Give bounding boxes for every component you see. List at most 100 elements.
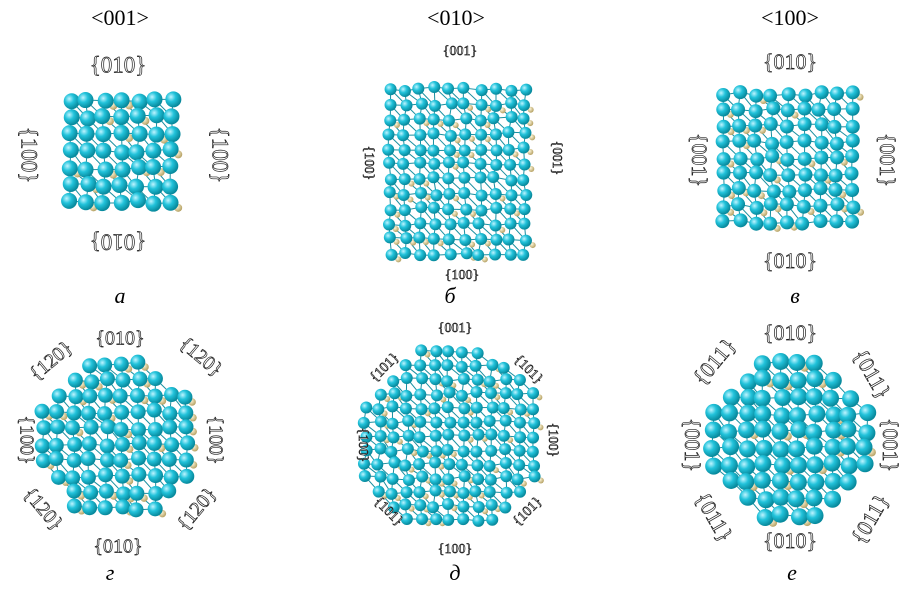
atom <box>161 483 176 498</box>
atom <box>179 469 194 484</box>
atom <box>131 159 147 175</box>
atom <box>98 500 113 515</box>
atom <box>114 195 130 211</box>
atom <box>506 111 518 123</box>
atom <box>749 217 763 231</box>
atom <box>382 129 394 141</box>
atom <box>382 144 394 156</box>
atom <box>375 430 387 442</box>
atom <box>498 362 510 374</box>
atom <box>815 136 829 150</box>
facet-label: {001} <box>878 418 903 472</box>
atom <box>132 126 148 142</box>
atom <box>780 197 794 211</box>
atom <box>771 423 788 440</box>
atom <box>456 459 468 471</box>
atom <box>857 455 874 472</box>
atom <box>806 388 823 405</box>
atom <box>442 444 454 456</box>
atom <box>757 491 774 508</box>
atom <box>484 415 496 427</box>
facet-label: {100} <box>445 268 479 283</box>
atom <box>416 98 428 110</box>
atom <box>487 171 499 183</box>
facet-label: {011} <box>690 487 738 546</box>
atom <box>798 117 812 131</box>
atom <box>113 453 128 468</box>
atom <box>720 424 737 441</box>
atom <box>400 390 412 402</box>
atom <box>780 215 794 229</box>
atom <box>518 142 530 154</box>
atom <box>145 159 161 175</box>
atom <box>846 85 860 99</box>
atom <box>116 486 131 501</box>
facet-label: {100} <box>438 542 472 557</box>
atom <box>721 457 738 474</box>
atom <box>498 402 510 414</box>
atom <box>442 514 454 526</box>
atom <box>739 489 756 506</box>
atom <box>67 484 82 499</box>
atom <box>114 422 129 437</box>
atom <box>501 487 513 499</box>
atom <box>115 499 130 514</box>
atom <box>824 455 841 472</box>
atom <box>78 126 94 142</box>
atom <box>458 187 470 199</box>
atom <box>403 474 415 486</box>
facet-label: {010} <box>95 328 144 350</box>
atom <box>385 446 397 458</box>
atom <box>844 166 858 180</box>
atom <box>519 203 531 215</box>
atom <box>428 249 440 261</box>
atom <box>446 97 458 109</box>
atom <box>82 358 97 373</box>
atom <box>427 145 439 157</box>
atom <box>470 386 482 398</box>
atom <box>780 119 794 133</box>
atom <box>387 418 399 430</box>
atom <box>499 443 511 455</box>
atom <box>441 375 453 387</box>
atom <box>397 158 409 170</box>
atom <box>98 162 114 178</box>
atom <box>527 387 539 399</box>
atom <box>486 499 498 511</box>
atom <box>162 452 177 467</box>
atom <box>179 453 194 468</box>
atom <box>747 184 761 198</box>
facet-label: {100} <box>208 127 233 184</box>
atom <box>178 405 193 420</box>
atom <box>414 499 426 511</box>
atom <box>414 217 426 229</box>
atom <box>841 457 858 474</box>
atom <box>475 172 487 184</box>
atom <box>772 506 789 523</box>
cluster <box>703 353 876 527</box>
atom <box>505 218 517 230</box>
atom <box>414 157 426 169</box>
atom <box>429 218 441 230</box>
atom <box>77 92 93 108</box>
atom <box>387 473 399 485</box>
atom <box>715 214 729 228</box>
atom <box>798 89 812 103</box>
cluster <box>61 91 182 212</box>
atom <box>445 218 457 230</box>
atom <box>360 402 372 414</box>
atom <box>430 416 442 428</box>
atom <box>68 373 83 388</box>
atom <box>500 373 512 385</box>
atom <box>131 451 146 466</box>
atom <box>99 484 114 499</box>
atom <box>750 201 764 215</box>
atom <box>505 189 517 201</box>
atom <box>177 390 192 405</box>
atom <box>165 91 181 107</box>
atom <box>731 197 745 211</box>
atom <box>754 406 771 423</box>
atom <box>795 217 809 231</box>
atom <box>502 233 514 245</box>
atom <box>163 141 179 157</box>
